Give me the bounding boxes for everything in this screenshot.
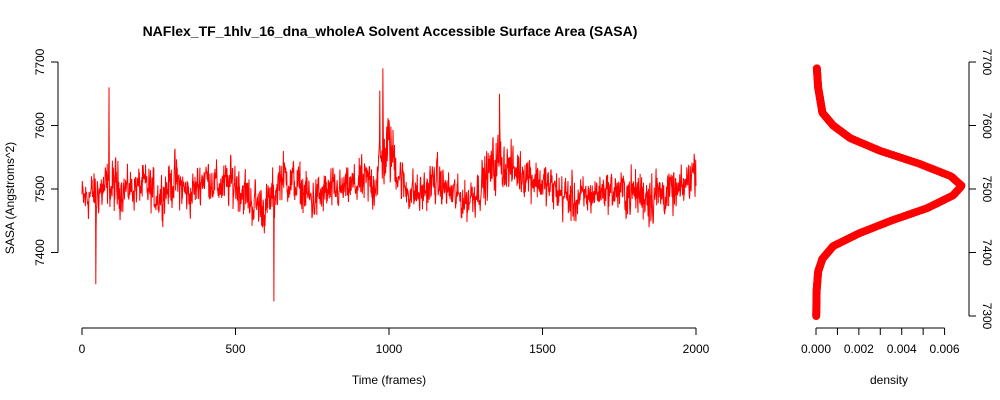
chart-title: NAFlex_TF_1hlv_16_dna_wholeA Solvent Acc… — [143, 23, 638, 39]
y-tick-label: 7700 — [33, 48, 47, 75]
density-x-axis: 0.000 0.002 0.004 0.006 — [801, 327, 960, 356]
density-x-tick-label: 0.000 — [801, 342, 831, 356]
density-x-tick-label: 0.002 — [844, 342, 874, 356]
y-tick-label: 7500 — [33, 175, 47, 202]
x-tick-label: 500 — [225, 342, 245, 356]
x-tick-label: 2000 — [683, 342, 710, 356]
density-point — [812, 64, 821, 73]
density-y-tick-label: 7700 — [980, 49, 994, 76]
sasa-line-path — [81, 68, 697, 302]
density-y-tick-label: 7600 — [980, 112, 994, 139]
sasa-timeseries-line — [81, 68, 697, 302]
y-axis-label: SASA (Angstroms^2) — [3, 142, 17, 254]
density-x-tick-label: 0.004 — [887, 342, 917, 356]
density-y-tick-label: 7300 — [980, 303, 994, 330]
x-tick-label: 1500 — [529, 342, 556, 356]
x-tick-label: 1000 — [376, 342, 403, 356]
density-y-tick-label: 7500 — [980, 176, 994, 203]
density-x-axis-label: density — [870, 373, 908, 387]
density-curve — [812, 64, 966, 320]
density-y-tick-label: 7400 — [980, 239, 994, 266]
density-panel: 0.000 0.002 0.004 0.006 7300 7400 7500 7600 770… — [801, 49, 994, 387]
y-tick-label: 7600 — [33, 112, 47, 139]
x-axis: 0 500 1000 1500 2000 — [79, 327, 710, 356]
x-tick-label: 0 — [79, 342, 86, 356]
y-axis: 7400 7500 7600 7700 — [33, 48, 59, 266]
timeseries-panel: 0 500 1000 1500 2000 7400 7500 7600 7700 Time (… — [3, 48, 710, 387]
density-y-axis: 7300 7400 7500 7600 7700 — [968, 49, 994, 330]
density-x-tick-label: 0.006 — [930, 342, 960, 356]
x-axis-label: Time (frames) — [352, 373, 426, 387]
y-tick-label: 7400 — [33, 239, 47, 266]
